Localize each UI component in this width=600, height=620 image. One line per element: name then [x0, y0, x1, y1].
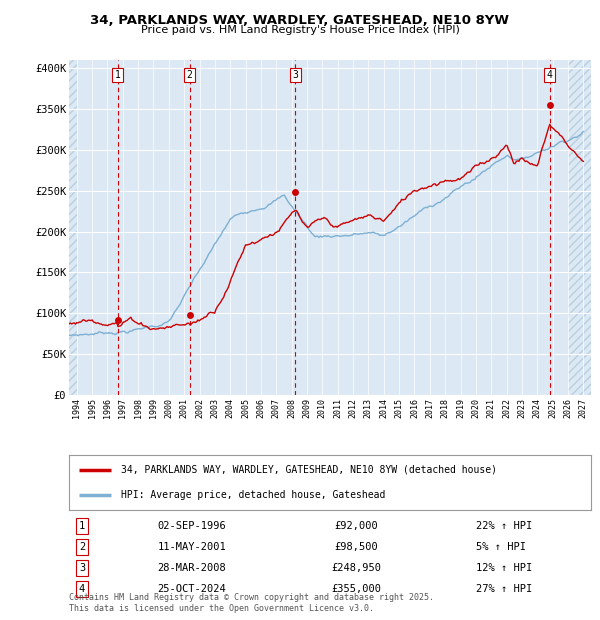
Text: 02-SEP-1996: 02-SEP-1996: [158, 521, 226, 531]
Text: HPI: Average price, detached house, Gateshead: HPI: Average price, detached house, Gate…: [121, 490, 386, 500]
Text: £248,950: £248,950: [331, 563, 381, 573]
Text: 2: 2: [79, 542, 85, 552]
Text: 3: 3: [292, 70, 298, 80]
Text: 4: 4: [547, 70, 553, 80]
Text: 1: 1: [115, 70, 121, 80]
Text: £98,500: £98,500: [334, 542, 378, 552]
Text: £355,000: £355,000: [331, 585, 381, 595]
Text: Price paid vs. HM Land Registry's House Price Index (HPI): Price paid vs. HM Land Registry's House …: [140, 25, 460, 35]
Text: 2: 2: [187, 70, 193, 80]
Text: 34, PARKLANDS WAY, WARDLEY, GATESHEAD, NE10 8YW: 34, PARKLANDS WAY, WARDLEY, GATESHEAD, N…: [91, 14, 509, 27]
Text: 25-OCT-2024: 25-OCT-2024: [158, 585, 226, 595]
Text: 4: 4: [79, 585, 85, 595]
Text: 28-MAR-2008: 28-MAR-2008: [158, 563, 226, 573]
Text: 5% ↑ HPI: 5% ↑ HPI: [476, 542, 526, 552]
Text: 12% ↑ HPI: 12% ↑ HPI: [476, 563, 532, 573]
Text: 1: 1: [79, 521, 85, 531]
Text: 3: 3: [79, 563, 85, 573]
Text: Contains HM Land Registry data © Crown copyright and database right 2025.
This d: Contains HM Land Registry data © Crown c…: [69, 593, 434, 613]
Text: £92,000: £92,000: [334, 521, 378, 531]
Text: 27% ↑ HPI: 27% ↑ HPI: [476, 585, 532, 595]
Text: 11-MAY-2001: 11-MAY-2001: [158, 542, 226, 552]
Text: 22% ↑ HPI: 22% ↑ HPI: [476, 521, 532, 531]
Text: 34, PARKLANDS WAY, WARDLEY, GATESHEAD, NE10 8YW (detached house): 34, PARKLANDS WAY, WARDLEY, GATESHEAD, N…: [121, 465, 497, 475]
